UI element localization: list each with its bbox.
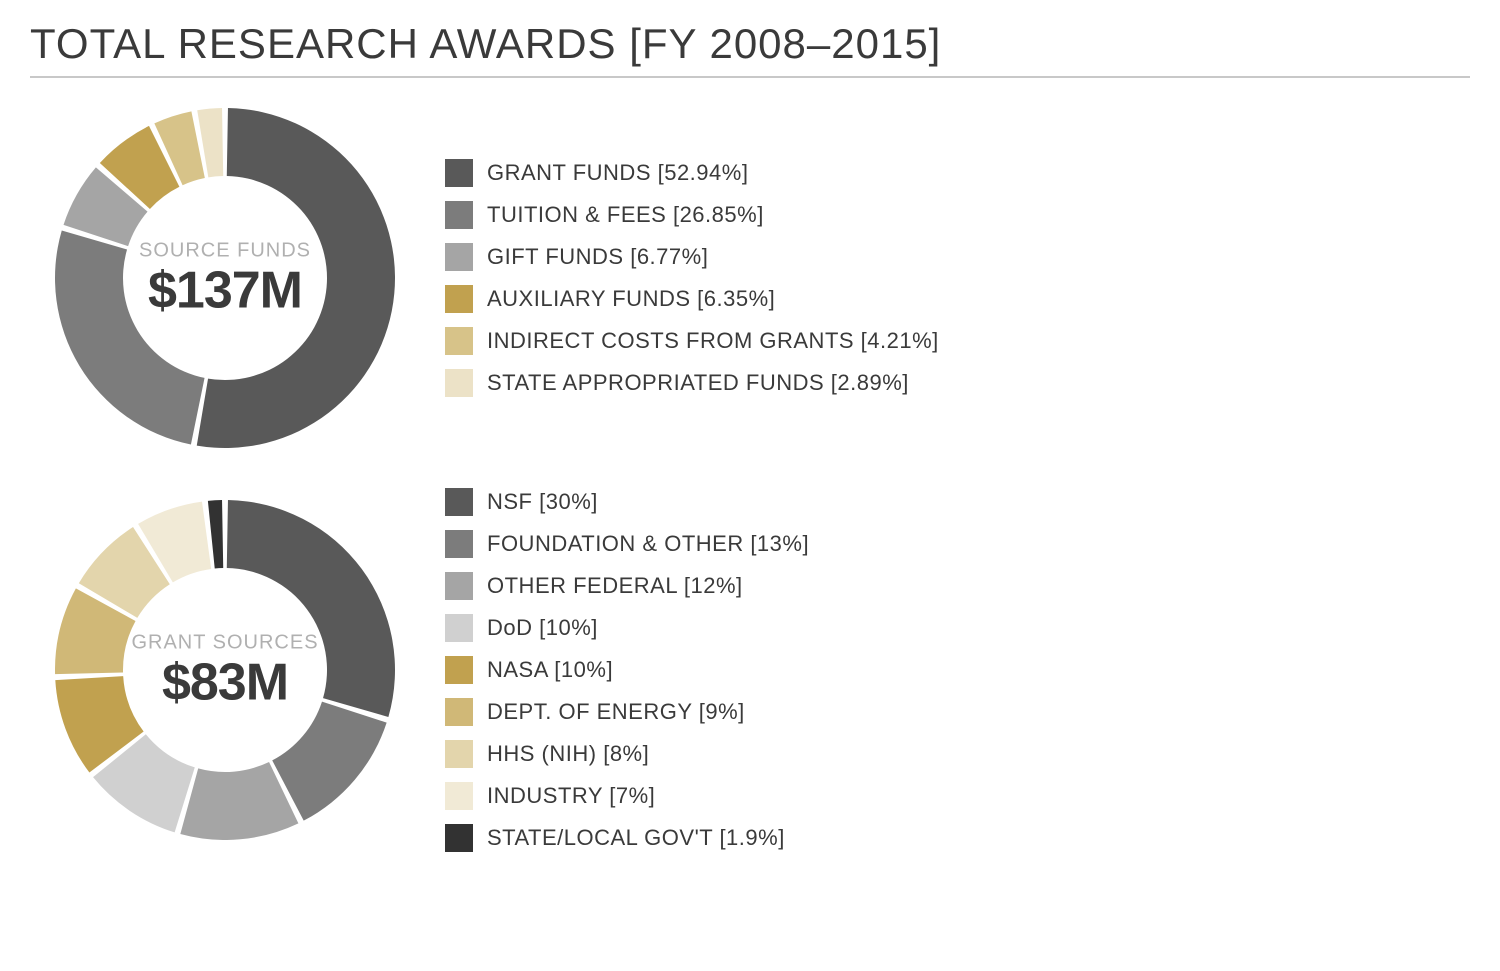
legend-item: DoD [10%] xyxy=(445,614,809,642)
legend-label: OTHER FEDERAL [12%] xyxy=(487,573,743,599)
legend-label: DoD [10%] xyxy=(487,615,598,641)
legend-swatch xyxy=(445,614,473,642)
legend-item: GRANT FUNDS [52.94%] xyxy=(445,159,939,187)
legend-label: NSF [30%] xyxy=(487,489,598,515)
legend-item: INDUSTRY [7%] xyxy=(445,782,809,810)
donut-center-label: SOURCE FUNDS xyxy=(125,240,325,263)
legend-swatch xyxy=(445,782,473,810)
legend-item: GIFT FUNDS [6.77%] xyxy=(445,243,939,271)
legend-item: AUXILIARY FUNDS [6.35%] xyxy=(445,285,939,313)
legend-item: DEPT. OF ENERGY [9%] xyxy=(445,698,809,726)
legend-label: INDIRECT COSTS FROM GRANTS [4.21%] xyxy=(487,328,939,354)
title-rule xyxy=(30,76,1470,78)
donut-center-value: $137M xyxy=(125,265,325,317)
legend-swatch xyxy=(445,488,473,516)
legend-item: TUITION & FEES [26.85%] xyxy=(445,201,939,229)
legend-swatch xyxy=(445,824,473,852)
legend-label: GIFT FUNDS [6.77%] xyxy=(487,244,708,270)
legend-label: STATE/LOCAL GOV'T [1.9%] xyxy=(487,825,785,851)
legend-label: GRANT FUNDS [52.94%] xyxy=(487,160,748,186)
donut-source-funds: SOURCE FUNDS$137M xyxy=(55,108,395,448)
page-title: TOTAL RESEARCH AWARDS [FY 2008–2015] xyxy=(30,20,1470,68)
legend-item: FOUNDATION & OTHER [13%] xyxy=(445,530,809,558)
legend-swatch xyxy=(445,159,473,187)
legend-label: INDUSTRY [7%] xyxy=(487,783,655,809)
donut-grant-sources: GRANT SOURCES$83M xyxy=(55,500,395,840)
donut-slice xyxy=(272,702,386,821)
legend-swatch xyxy=(445,740,473,768)
donut-center: SOURCE FUNDS$137M xyxy=(125,240,325,317)
legend-item: STATE APPROPRIATED FUNDS [2.89%] xyxy=(445,369,939,397)
legend-swatch xyxy=(445,656,473,684)
donut-center-label: GRANT SOURCES xyxy=(125,632,325,655)
legend-item: NSF [30%] xyxy=(445,488,809,516)
legend-label: NASA [10%] xyxy=(487,657,613,683)
legend-swatch xyxy=(445,201,473,229)
legend-swatch xyxy=(445,369,473,397)
legend-item: NASA [10%] xyxy=(445,656,809,684)
donut-slice xyxy=(208,500,223,568)
legend-label: STATE APPROPRIATED FUNDS [2.89%] xyxy=(487,370,909,396)
legend-label: FOUNDATION & OTHER [13%] xyxy=(487,531,809,557)
chart-block-grant-sources: GRANT SOURCES$83M NSF [30%] FOUNDATION & O… xyxy=(30,488,1470,852)
legend-label: HHS (NIH) [8%] xyxy=(487,741,649,767)
legend-swatch xyxy=(445,327,473,355)
donut-center-value: $83M xyxy=(125,657,325,709)
legend-item: INDIRECT COSTS FROM GRANTS [4.21%] xyxy=(445,327,939,355)
legend-swatch xyxy=(445,243,473,271)
legend-item: STATE/LOCAL GOV'T [1.9%] xyxy=(445,824,809,852)
legend-label: DEPT. OF ENERGY [9%] xyxy=(487,699,745,725)
legend-label: AUXILIARY FUNDS [6.35%] xyxy=(487,286,775,312)
legend-swatch xyxy=(445,285,473,313)
legend-swatch xyxy=(445,530,473,558)
legend-item: OTHER FEDERAL [12%] xyxy=(445,572,809,600)
donut-center: GRANT SOURCES$83M xyxy=(125,632,325,709)
legend-swatch xyxy=(445,698,473,726)
legend-label: TUITION & FEES [26.85%] xyxy=(487,202,764,228)
legend-grant-sources: NSF [30%] FOUNDATION & OTHER [13%] OTHER F… xyxy=(445,488,809,852)
legend-swatch xyxy=(445,572,473,600)
chart-block-source-funds: SOURCE FUNDS$137M GRANT FUNDS [52.94%] TUI… xyxy=(30,108,1470,448)
legend-item: HHS (NIH) [8%] xyxy=(445,740,809,768)
legend-source-funds: GRANT FUNDS [52.94%] TUITION & FEES [26.8… xyxy=(445,159,939,397)
